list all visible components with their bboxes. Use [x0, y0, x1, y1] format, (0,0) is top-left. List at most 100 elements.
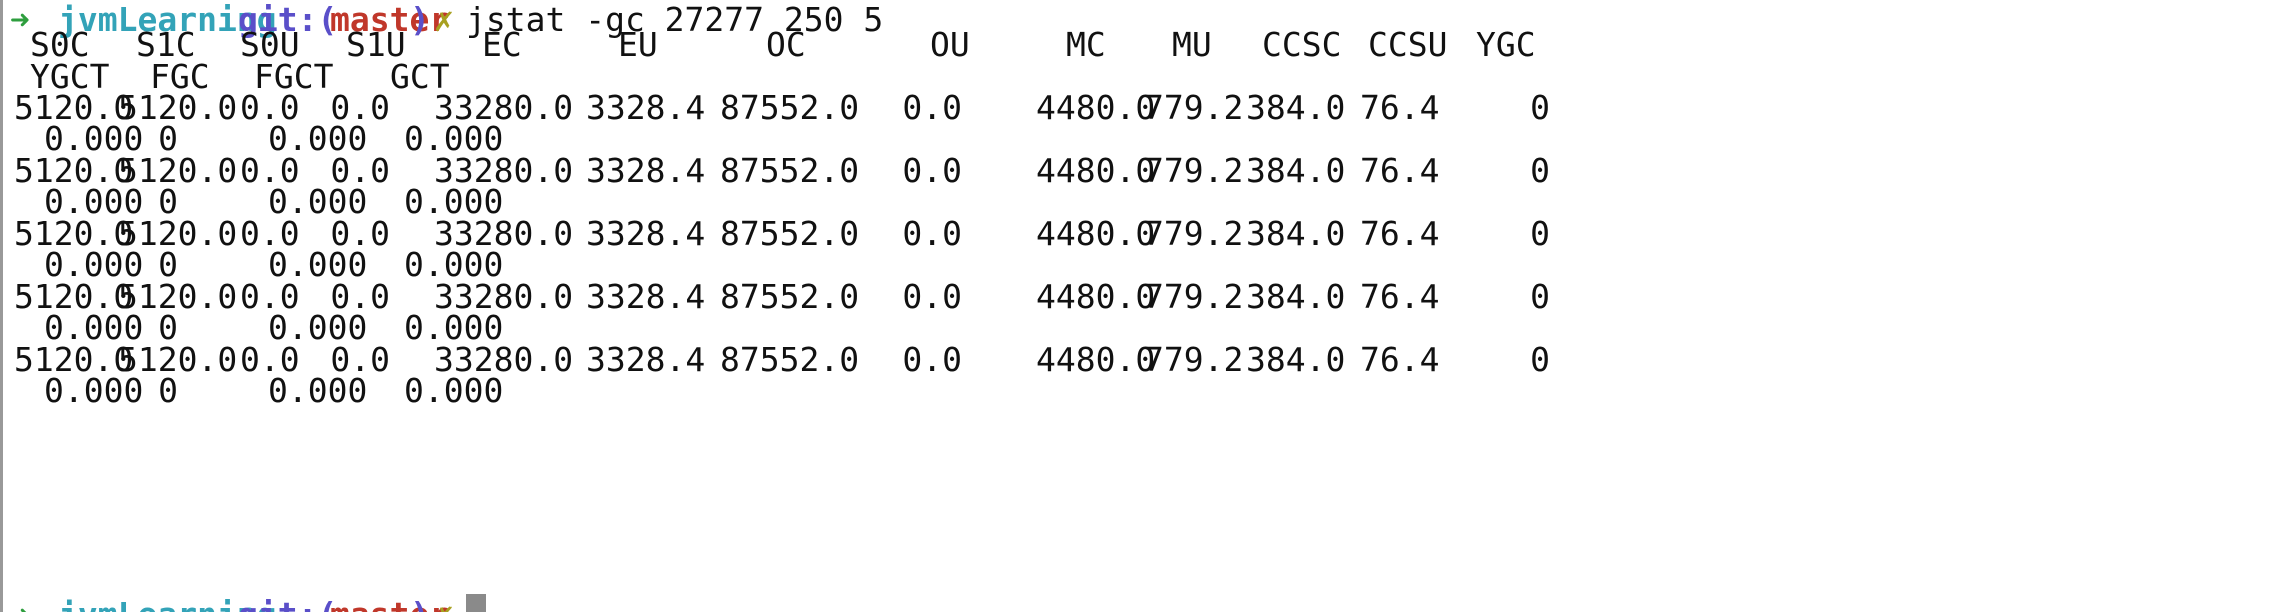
row-4-cont-cell-0: 0.000 — [44, 371, 144, 410]
header-cell-9: MU — [1172, 25, 1212, 64]
prompt-line: ➜ jvmLearning git:( master ) ✗ jstat -gc… — [0, 0, 883, 43]
row-4-cell-1: 5120.0 — [118, 340, 238, 379]
row-0-cell-11: 76.4 — [1360, 88, 1440, 127]
next-prompt-git-label: git:( — [238, 592, 337, 612]
row-0-cell-5: 3328.4 — [586, 88, 706, 127]
row-4-cell-6: 87552.0 — [720, 340, 860, 379]
next-prompt-line: ➜ jvmLearning git:( master ) ✗ — [0, 592, 454, 612]
next-prompt-dirty-mark: ✗ — [434, 592, 454, 612]
header-cell-2-2: FGCT — [254, 57, 334, 96]
row-4-cell-7: 0.0 — [902, 340, 962, 379]
row-3-cell-4: 33280.0 — [434, 277, 574, 316]
row-3-cell-11: 76.4 — [1360, 277, 1440, 316]
row-3-cell-10: 384.0 — [1246, 277, 1346, 316]
prompt-branch: master — [330, 0, 450, 39]
row-0-cell-9: 779.2 — [1144, 88, 1244, 127]
row-1-cell-4: 33280.0 — [434, 151, 574, 190]
row-1-cell-6: 87552.0 — [720, 151, 860, 190]
header-cell-7: OU — [930, 25, 970, 64]
row-3-cont-cell-1: 0 — [158, 308, 178, 347]
header-cell-1: S1C — [136, 25, 196, 64]
row-2-cell-1: 5120.0 — [118, 214, 238, 253]
header-cell-0: S0C — [30, 25, 90, 64]
header-cell-2-3: GCT — [390, 57, 450, 96]
header-cell-2-1: FGC — [150, 57, 210, 96]
prompt-git-label: git:( — [238, 0, 338, 39]
row-0-cell-2: 0.0 — [240, 88, 300, 127]
header-cell-6: OC — [766, 25, 806, 64]
row-3-cell-8: 4480.0 — [1036, 277, 1156, 316]
row-2-cell-10: 384.0 — [1246, 214, 1346, 253]
row-2-cell-8: 4480.0 — [1036, 214, 1156, 253]
row-3-cell-12: 0 — [1530, 277, 1550, 316]
row-4-cont-cell-1: 0 — [158, 371, 178, 410]
row-1-cell-2: 0.0 — [240, 151, 300, 190]
row-3-cell-9: 779.2 — [1144, 277, 1244, 316]
header-cell-12: YGC — [1476, 25, 1536, 64]
row-4-cell-8: 4480.0 — [1036, 340, 1156, 379]
row-4-cell-3: 0.0 — [330, 340, 390, 379]
row-0-cell-10: 384.0 — [1246, 88, 1346, 127]
row-0-cell-12: 0 — [1530, 88, 1550, 127]
next-prompt-branch: master — [330, 592, 449, 612]
row-0-cell-1: 5120.0 — [118, 88, 238, 127]
row-2-cell-7: 0.0 — [902, 214, 962, 253]
prompt-git-close: ) — [410, 0, 430, 39]
row-0-cont-cell-1: 0 — [158, 119, 178, 158]
row-1-cell-10: 384.0 — [1246, 151, 1346, 190]
row-2-cell-5: 3328.4 — [586, 214, 706, 253]
row-4-cell-2: 0.0 — [240, 340, 300, 379]
header-cell-10: CCSC — [1262, 25, 1342, 64]
row-4-cell-9: 779.2 — [1144, 340, 1244, 379]
header-cell-11: CCSU — [1368, 25, 1448, 64]
terminal-left-edge — [0, 0, 3, 612]
next-prompt-directory: jvmLearning — [58, 592, 277, 612]
row-1-cell-5: 3328.4 — [586, 151, 706, 190]
prompt-arrow: ➜ — [10, 0, 30, 39]
row-3-cell-1: 5120.0 — [118, 277, 238, 316]
row-2-cell-3: 0.0 — [330, 214, 390, 253]
prompt-command: jstat -gc 27277 250 5 — [466, 0, 884, 39]
row-1-cell-12: 0 — [1530, 151, 1550, 190]
header-cell-3: S1U — [346, 25, 406, 64]
row-2-cell-4: 33280.0 — [434, 214, 574, 253]
row-4-cell-12: 0 — [1530, 340, 1550, 379]
row-4-cell-10: 384.0 — [1246, 340, 1346, 379]
row-1-cell-11: 76.4 — [1360, 151, 1440, 190]
prompt-directory: jvmLearning — [58, 0, 277, 39]
terminal-cursor — [466, 594, 486, 612]
row-1-cell-9: 779.2 — [1144, 151, 1244, 190]
header-cell-5: EU — [618, 25, 658, 64]
row-2-cell-2: 0.0 — [240, 214, 300, 253]
row-2-cell-9: 779.2 — [1144, 214, 1244, 253]
row-1-cont-cell-1: 0 — [158, 182, 178, 221]
row-1-cell-1: 5120.0 — [118, 151, 238, 190]
row-1-cell-8: 4480.0 — [1036, 151, 1156, 190]
row-4-cell-5: 3328.4 — [586, 340, 706, 379]
header-cell-4: EC — [482, 25, 522, 64]
header-cell-2: S0U — [240, 25, 300, 64]
row-4-cell-11: 76.4 — [1360, 340, 1440, 379]
prompt-dirty-mark: ✗ — [434, 0, 454, 39]
header-cell-2-0: YGCT — [30, 57, 110, 96]
row-0-cell-7: 0.0 — [902, 88, 962, 127]
row-0-cell-6: 87552.0 — [720, 88, 860, 127]
row-0-cell-3: 0.0 — [330, 88, 390, 127]
row-1-cell-7: 0.0 — [902, 151, 962, 190]
row-4-cont-cell-3: 0.000 — [404, 371, 504, 410]
row-4-cont-cell-2: 0.000 — [268, 371, 368, 410]
row-3-cell-7: 0.0 — [902, 277, 962, 316]
row-3-cell-5: 3328.4 — [586, 277, 706, 316]
row-3-cell-2: 0.0 — [240, 277, 300, 316]
row-2-cont-cell-1: 0 — [158, 245, 178, 284]
row-0-cell-8: 4480.0 — [1036, 88, 1156, 127]
row-3-cell-3: 0.0 — [330, 277, 390, 316]
next-prompt-git-close: ) — [410, 592, 430, 612]
header-cell-8: MC — [1066, 25, 1106, 64]
row-3-cell-6: 87552.0 — [720, 277, 860, 316]
row-2-cell-6: 87552.0 — [720, 214, 860, 253]
next-prompt-arrow: ➜ — [10, 592, 30, 612]
row-1-cell-3: 0.0 — [330, 151, 390, 190]
row-4-cell-4: 33280.0 — [434, 340, 574, 379]
